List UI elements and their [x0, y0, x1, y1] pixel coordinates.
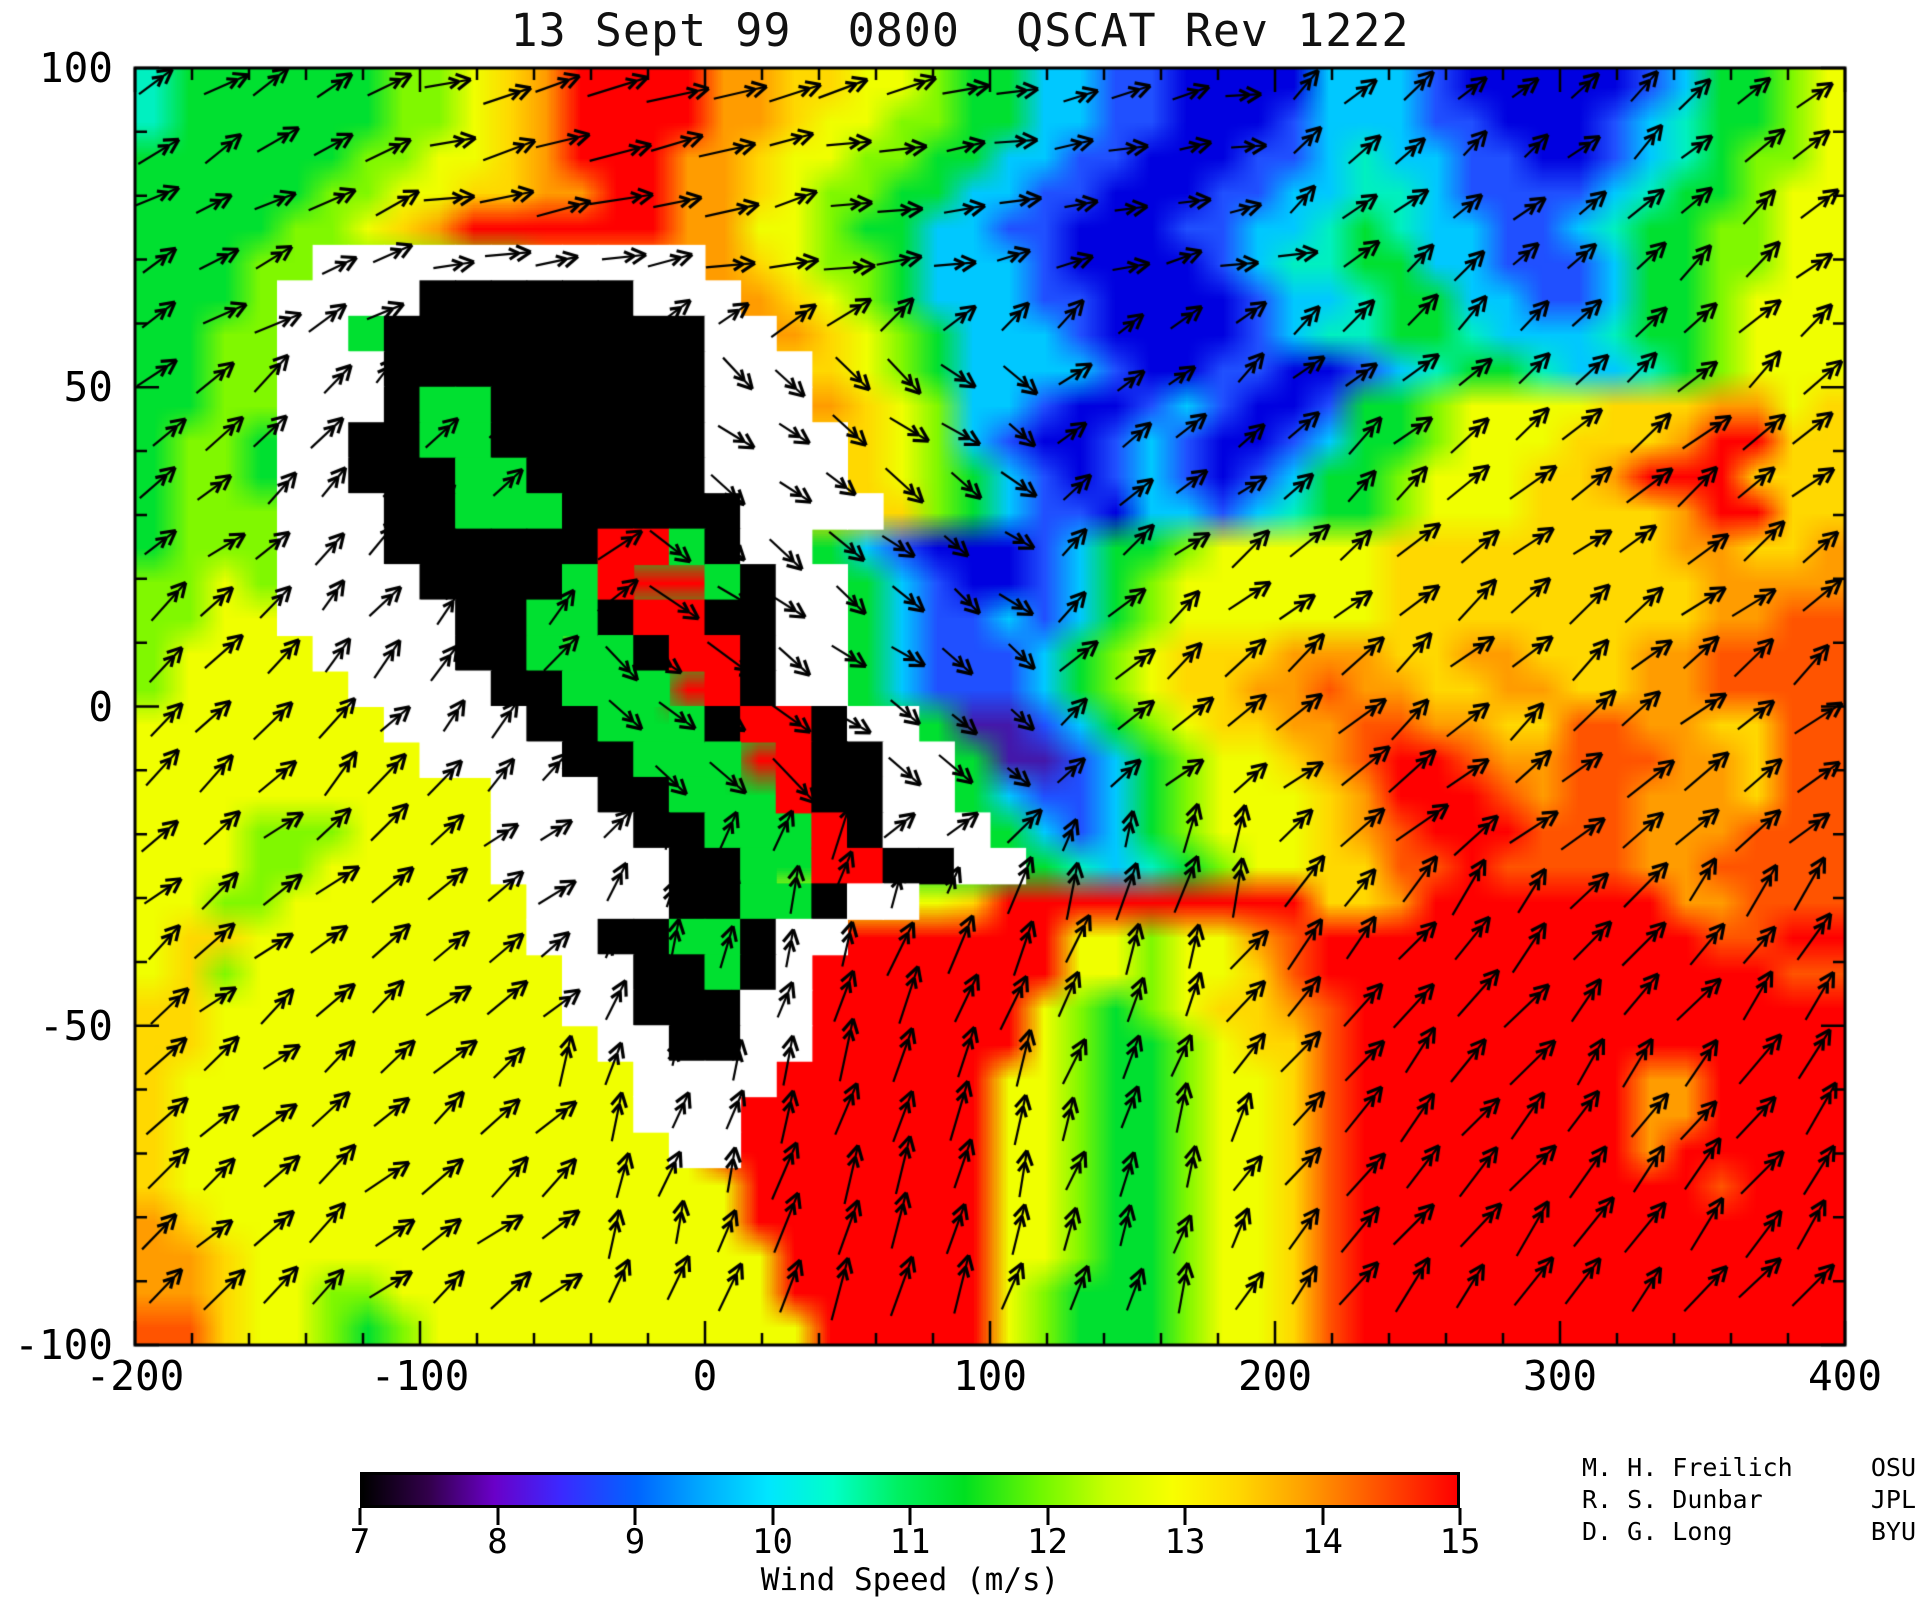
x-tick-label: 100 — [952, 1352, 1028, 1400]
colorbar-tick — [633, 1508, 637, 1525]
colorbar-tick-label: 12 — [1027, 1522, 1068, 1562]
colorbar-tick-label: 9 — [624, 1522, 646, 1562]
colorbar-tick-label: 7 — [349, 1522, 371, 1562]
credit-name: R. S. Dunbar — [1582, 1485, 1763, 1514]
credit-org: BYU — [1870, 1517, 1916, 1546]
credit-name: M. H. Freilich — [1582, 1453, 1793, 1482]
colorbar-tick — [1458, 1508, 1462, 1525]
colorbar-tick-label: 13 — [1164, 1522, 1206, 1562]
plot-title: 13 Sept 99 0800 QSCAT Rev 1222 — [510, 4, 1410, 57]
colorbar — [360, 1472, 1460, 1508]
y-tick-label: -50 — [38, 1001, 113, 1050]
colorbar-tick — [358, 1508, 362, 1525]
colorbar-tick — [1321, 1508, 1324, 1525]
credit-org: OSU — [1870, 1453, 1916, 1482]
credit-name: D. G. Long — [1582, 1517, 1733, 1546]
x-tick-label: 300 — [1522, 1352, 1598, 1400]
colorbar-caption: Wind Speed (m/s) — [760, 1562, 1060, 1598]
colorbar-tick-label: 14 — [1302, 1522, 1343, 1562]
x-tick-label: 0 — [692, 1352, 718, 1400]
credit-row: R. S. Dunbar JPL — [1582, 1484, 1916, 1516]
colorbar-tick — [1046, 1508, 1049, 1525]
x-tick-label: 200 — [1237, 1352, 1313, 1400]
credits-block: M. H. Freilich OSU R. S. Dunbar JPL D. G… — [1582, 1452, 1916, 1548]
colorbar-tick — [771, 1508, 774, 1525]
y-tick-label: 0 — [88, 682, 113, 731]
credit-row: M. H. Freilich OSU — [1582, 1452, 1916, 1484]
colorbar-tick-label: 10 — [752, 1522, 793, 1562]
colorbar-tick — [908, 1508, 912, 1525]
colorbar-tick-label: 11 — [889, 1522, 931, 1562]
x-tick-label: 400 — [1807, 1352, 1883, 1400]
y-tick-label: 100 — [38, 44, 113, 92]
credit-org: JPL — [1870, 1485, 1916, 1514]
colorbar-tick — [496, 1508, 499, 1525]
x-tick-label: -100 — [370, 1352, 470, 1400]
y-tick-label: 50 — [63, 363, 113, 412]
colorbar-tick-label: 15 — [1439, 1522, 1481, 1562]
colorbar-tick-label: 8 — [487, 1522, 508, 1562]
x-tick-label: -200 — [85, 1352, 185, 1400]
credit-row: D. G. Long BYU — [1582, 1516, 1916, 1548]
y-tick-label: -100 — [14, 1321, 113, 1369]
colorbar-tick — [1183, 1508, 1187, 1525]
